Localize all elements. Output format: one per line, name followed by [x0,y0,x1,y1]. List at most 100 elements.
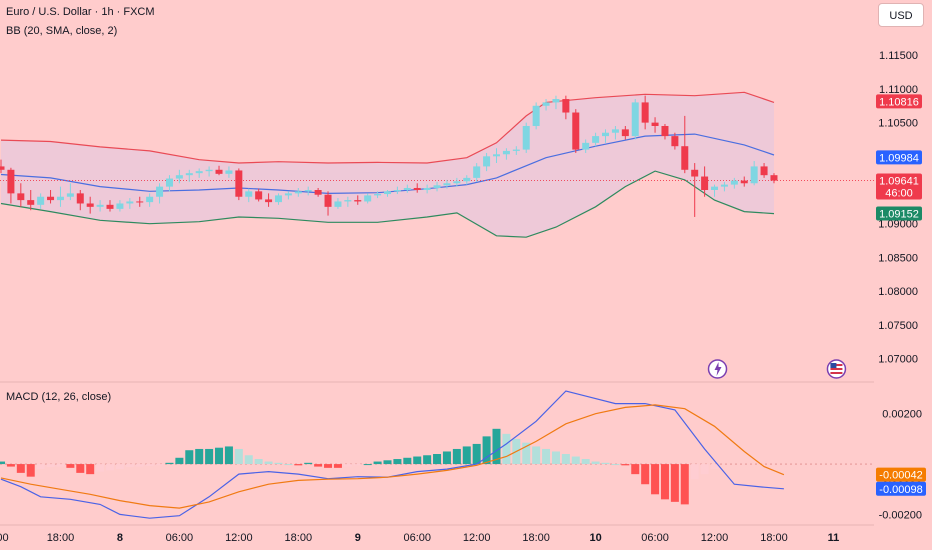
macd-indicator-label[interactable]: MACD (12, 26, close) [6,391,111,403]
candle-body [136,201,144,203]
candle-body [344,200,352,202]
candle-body [56,196,64,201]
currency-button[interactable]: USD [878,3,924,27]
candle-body [671,136,679,147]
candle-body [502,150,510,155]
symbol-title[interactable]: Euro / U.S. Dollar · 1h · FXCM [6,6,155,18]
candle-body [17,193,25,201]
macd-histogram-bar [551,451,560,465]
price-tick-label: 1.08000 [878,286,918,298]
candle-body [691,169,699,177]
macd-histogram-bar [0,461,5,465]
macd-value-tag [876,481,926,496]
price-tick-label: 1.08500 [878,252,918,264]
macd-histogram-bar [502,433,511,465]
candle-body [522,125,530,150]
candle-body [235,170,243,197]
candle-body [542,102,550,106]
macd-histogram-bar [641,464,650,485]
candle-body [195,171,203,174]
macd-histogram-bar [621,464,630,466]
candle-body [493,154,500,157]
candle-body [631,102,639,137]
grid [0,381,874,526]
candle-body [423,187,431,190]
macd-histogram-bar [46,464,55,468]
macd-histogram-bar [571,456,580,465]
candle-body [393,190,401,192]
candle-body [453,181,461,184]
candle-body [245,191,253,197]
candle-body [641,102,649,123]
candle-body [730,180,738,185]
time-tick-label: 12:00 [701,532,729,544]
candle-body [651,122,659,126]
candle-body [274,195,282,203]
macd-histogram-bar [205,448,214,465]
candle-body [582,142,590,150]
macd-histogram-bar [601,462,610,465]
macd-axis[interactable]: 0.00200-0.00056-0.00200-0.00042-0.00098 [876,409,926,522]
macd-histogram-bar [383,460,392,465]
candle-body [106,204,114,209]
price-label-tag [876,206,922,221]
price-label-tag [876,94,922,109]
candle-body [37,196,45,205]
bb-lower-line [0,170,775,238]
macd-histogram-bar [115,464,124,470]
candle-body [126,201,134,204]
price-tick-label: 1.07500 [878,320,918,332]
bb-indicator-label[interactable]: BB (20, SMA, close, 2) [6,25,117,37]
price-axis[interactable]: 1.120001.115001.110001.105001.100001.095… [876,17,922,366]
macd-histogram-bar [36,464,45,470]
time-tick-label: 06:00 [403,532,431,544]
macd-histogram-bar [86,464,95,475]
candle-body [215,169,223,174]
price-label-text: 1.09984 [879,152,919,164]
macd-histogram-bar [294,464,303,466]
time-tick-label: 18:00 [47,532,75,544]
bb-basis-line [0,133,775,195]
macd-histogram-bar [224,446,233,465]
macd-histogram-bar [393,459,402,465]
price-tick-label: 1.10500 [878,118,918,130]
macd-histogram-bar [56,464,65,467]
candle-body [701,176,709,190]
macd-histogram-bar [660,464,669,500]
macd-histogram-bar [472,443,481,465]
macd-histogram-bar [244,455,253,465]
candle-body [433,185,441,188]
event-markers [707,359,847,379]
macd-histogram-bar [581,459,590,465]
candle-body [483,156,491,167]
lightning-glyph [714,362,722,376]
macd-histogram-bar [165,462,174,465]
macd-histogram-bar [423,455,432,465]
candle-body [165,178,173,187]
candle-body [76,193,84,204]
time-tick-label: 12:00 [225,532,253,544]
candle-body [116,203,124,209]
candle-body [96,204,104,207]
macd-histogram-bar [452,448,461,465]
time-tick-label: 06:00 [641,532,669,544]
candle-body [602,132,610,137]
candle-body [47,196,55,201]
candle-body [383,191,391,195]
candle-body [720,184,728,187]
candle-body [304,190,312,192]
macd-histogram-bar [185,450,194,465]
price-label-tag [876,150,922,165]
macd-histogram-bar [26,464,35,477]
macd-histogram-bar [710,464,719,470]
macd-histogram-bar [234,448,243,465]
macd-tick-label: -0.00200 [879,509,922,521]
candle-body [750,166,758,184]
candle-body [284,193,292,196]
time-axis[interactable]: :00 18:00 8 06:00 12:00 18:00 9 06:00 12:00 18:00… [0,532,839,544]
price-tick-label: 1.11000 [879,84,918,96]
time-tick-label: 9 [355,532,361,544]
candle-body [205,169,213,172]
macd-histogram-bar [363,464,372,466]
